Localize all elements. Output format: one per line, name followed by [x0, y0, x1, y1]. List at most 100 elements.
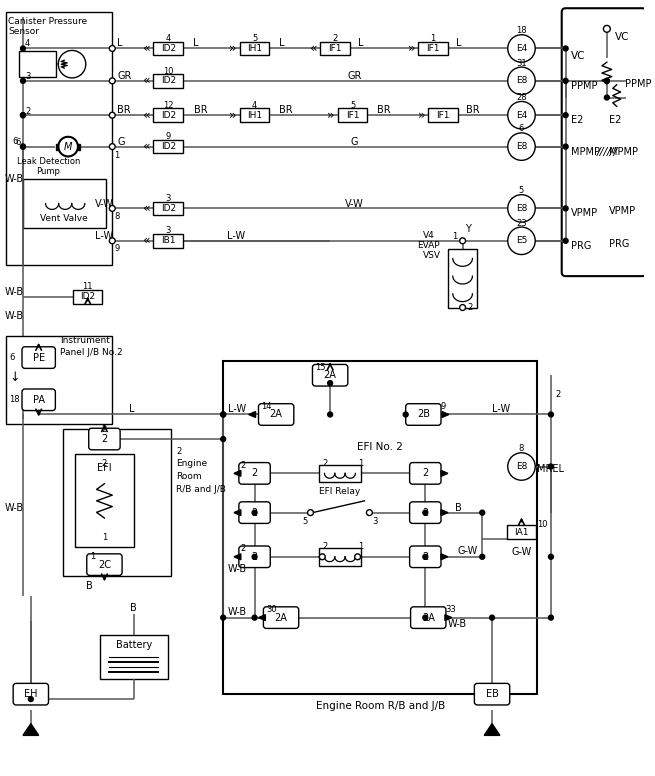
Text: 6: 6 — [519, 124, 524, 133]
Text: L: L — [193, 37, 198, 47]
Text: 33: 33 — [445, 605, 456, 615]
Text: G-W: G-W — [458, 546, 478, 556]
Text: 15: 15 — [316, 363, 326, 372]
Text: 6: 6 — [16, 138, 21, 147]
Text: 2: 2 — [176, 447, 181, 456]
Text: 3: 3 — [25, 72, 30, 81]
Circle shape — [221, 412, 225, 417]
Text: G: G — [117, 137, 124, 147]
Circle shape — [460, 238, 466, 244]
Text: 2: 2 — [422, 508, 428, 518]
Circle shape — [548, 412, 553, 417]
Circle shape — [221, 615, 225, 620]
Text: 18: 18 — [9, 395, 20, 404]
Text: G-W: G-W — [512, 547, 532, 557]
FancyBboxPatch shape — [259, 404, 294, 425]
Text: 4: 4 — [166, 34, 171, 43]
Text: 2: 2 — [241, 461, 246, 470]
Text: V-W: V-W — [345, 199, 364, 209]
Text: ↓: ↓ — [9, 371, 20, 383]
Polygon shape — [441, 510, 448, 515]
Bar — [19, 51, 56, 77]
Circle shape — [605, 95, 609, 100]
Polygon shape — [234, 470, 241, 476]
Text: R/B and J/B: R/B and J/B — [176, 484, 226, 494]
Text: Engine Room R/B and J/B: Engine Room R/B and J/B — [316, 701, 445, 711]
Text: W-B: W-B — [5, 503, 24, 513]
Polygon shape — [23, 723, 39, 736]
Text: VSV: VSV — [423, 251, 441, 260]
Bar — [153, 74, 183, 88]
Circle shape — [109, 206, 115, 211]
Text: 2A: 2A — [324, 370, 337, 380]
Bar — [56, 144, 58, 150]
Text: ID2: ID2 — [160, 44, 176, 53]
Polygon shape — [234, 554, 241, 559]
Bar — [64, 429, 171, 577]
Bar — [338, 109, 367, 122]
Polygon shape — [249, 411, 255, 417]
Text: EFI: EFI — [97, 463, 112, 473]
Text: G: G — [351, 137, 358, 147]
Text: M: M — [64, 141, 72, 151]
Circle shape — [20, 144, 26, 149]
Text: 2: 2 — [102, 459, 107, 468]
Text: ID2: ID2 — [80, 293, 96, 301]
Text: VPMP: VPMP — [608, 206, 636, 217]
Text: 9: 9 — [166, 132, 171, 141]
Bar — [153, 202, 183, 215]
Circle shape — [563, 238, 568, 243]
Polygon shape — [442, 411, 449, 417]
Circle shape — [563, 206, 568, 211]
Circle shape — [479, 554, 485, 559]
Text: 2B: 2B — [417, 410, 430, 420]
Bar — [223, 361, 537, 695]
Text: 10: 10 — [537, 520, 548, 529]
FancyBboxPatch shape — [411, 607, 446, 629]
FancyBboxPatch shape — [562, 9, 646, 276]
Text: 1: 1 — [358, 459, 363, 468]
Text: V-W: V-W — [94, 199, 113, 209]
FancyBboxPatch shape — [86, 554, 122, 576]
Text: IB1: IB1 — [161, 237, 176, 245]
Bar — [75, 454, 134, 547]
Text: EFI No. 2: EFI No. 2 — [357, 442, 403, 452]
Text: IH1: IH1 — [247, 44, 262, 53]
Circle shape — [479, 510, 485, 515]
Text: EVAP: EVAP — [417, 241, 440, 250]
Bar — [507, 525, 536, 539]
Circle shape — [508, 195, 535, 222]
Circle shape — [109, 113, 115, 118]
Circle shape — [109, 78, 115, 84]
Text: ///: /// — [597, 147, 608, 157]
Circle shape — [563, 113, 568, 118]
Text: 2: 2 — [252, 552, 257, 562]
Text: IF1: IF1 — [328, 44, 342, 53]
Circle shape — [508, 227, 535, 255]
FancyBboxPatch shape — [239, 462, 271, 484]
Bar — [240, 109, 269, 122]
Text: 9: 9 — [114, 244, 119, 253]
Circle shape — [221, 412, 225, 417]
Text: «: « — [143, 140, 151, 153]
Circle shape — [20, 113, 26, 118]
FancyBboxPatch shape — [239, 502, 271, 524]
Text: W-B: W-B — [5, 287, 24, 297]
Circle shape — [603, 26, 610, 33]
Text: 9: 9 — [440, 402, 445, 411]
Text: «: « — [143, 109, 151, 122]
Circle shape — [20, 144, 26, 149]
Text: W-B: W-B — [228, 563, 247, 573]
FancyBboxPatch shape — [312, 365, 348, 386]
Text: Leak Detection: Leak Detection — [17, 157, 80, 166]
Text: PRG: PRG — [571, 241, 591, 251]
Text: BR: BR — [279, 106, 293, 116]
Text: 1: 1 — [90, 553, 95, 561]
Text: IF1: IF1 — [426, 44, 440, 53]
Circle shape — [328, 381, 333, 386]
Text: Room: Room — [176, 472, 202, 481]
Text: PRG: PRG — [608, 239, 629, 249]
Polygon shape — [441, 554, 448, 559]
Bar — [428, 109, 458, 122]
Text: 4: 4 — [25, 39, 30, 48]
